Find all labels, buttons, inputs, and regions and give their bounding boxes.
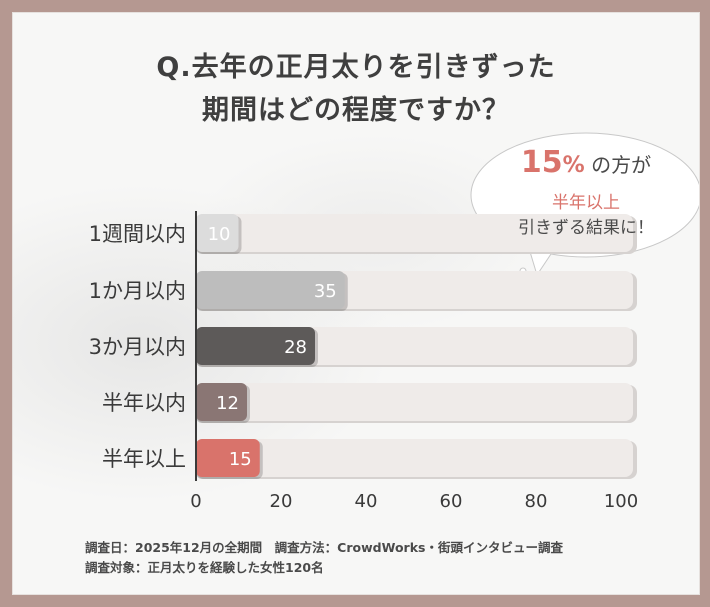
bar-track xyxy=(196,214,633,252)
bar xyxy=(196,214,239,252)
callout-line2: 半年以上 xyxy=(552,193,620,213)
x-tick-label: 40 xyxy=(355,491,378,512)
category-label: 半年以内 xyxy=(102,391,186,415)
bar xyxy=(196,383,247,421)
category-label: 1週間以内 xyxy=(89,222,186,246)
category-label: 1か月以内 xyxy=(89,279,186,303)
bar-value-label: 12 xyxy=(216,393,239,414)
callout-line1: 15% の方が xyxy=(491,145,681,180)
bar xyxy=(196,327,315,365)
callout-percent: 15 xyxy=(520,145,563,180)
callout-line1-suffix: の方が xyxy=(591,153,652,177)
x-tick-label: 80 xyxy=(525,491,548,512)
chart-card: Q.去年の正月太りを引きずった 期間はどの程度ですか？ 10 1週間以内 35 1か月… xyxy=(12,12,700,595)
x-tick-label: 20 xyxy=(270,491,293,512)
bar-value-label: 28 xyxy=(284,337,307,358)
bar-value-label: 15 xyxy=(229,449,252,470)
bar-value-label: 10 xyxy=(208,224,231,245)
category-label: 3か月以内 xyxy=(89,335,186,359)
x-tick-label: 100 xyxy=(604,491,638,512)
callout-line3: 引きずる結果に！ xyxy=(518,218,654,238)
category-label: 半年以上 xyxy=(102,447,186,471)
bar xyxy=(196,271,345,309)
footer-survey-info: 調査日：2025年12月の全期間 調査方法：CrowdWorks・街頭インタビュ… xyxy=(85,540,563,555)
footer-survey-target: 調査対象：正月太りを経験した女性120名 xyxy=(85,560,324,575)
bar-track xyxy=(196,383,633,421)
bar xyxy=(196,439,260,477)
bar-track xyxy=(196,439,633,477)
chart-title-line1: Q.去年の正月太りを引きずった xyxy=(156,52,556,83)
chart-title-line2: 期間はどの程度ですか？ xyxy=(202,95,510,126)
x-tick-label: 60 xyxy=(440,491,463,512)
callout-percent-unit: % xyxy=(562,153,585,178)
x-tick-label: 0 xyxy=(190,491,201,512)
bar-value-label: 35 xyxy=(314,281,337,302)
